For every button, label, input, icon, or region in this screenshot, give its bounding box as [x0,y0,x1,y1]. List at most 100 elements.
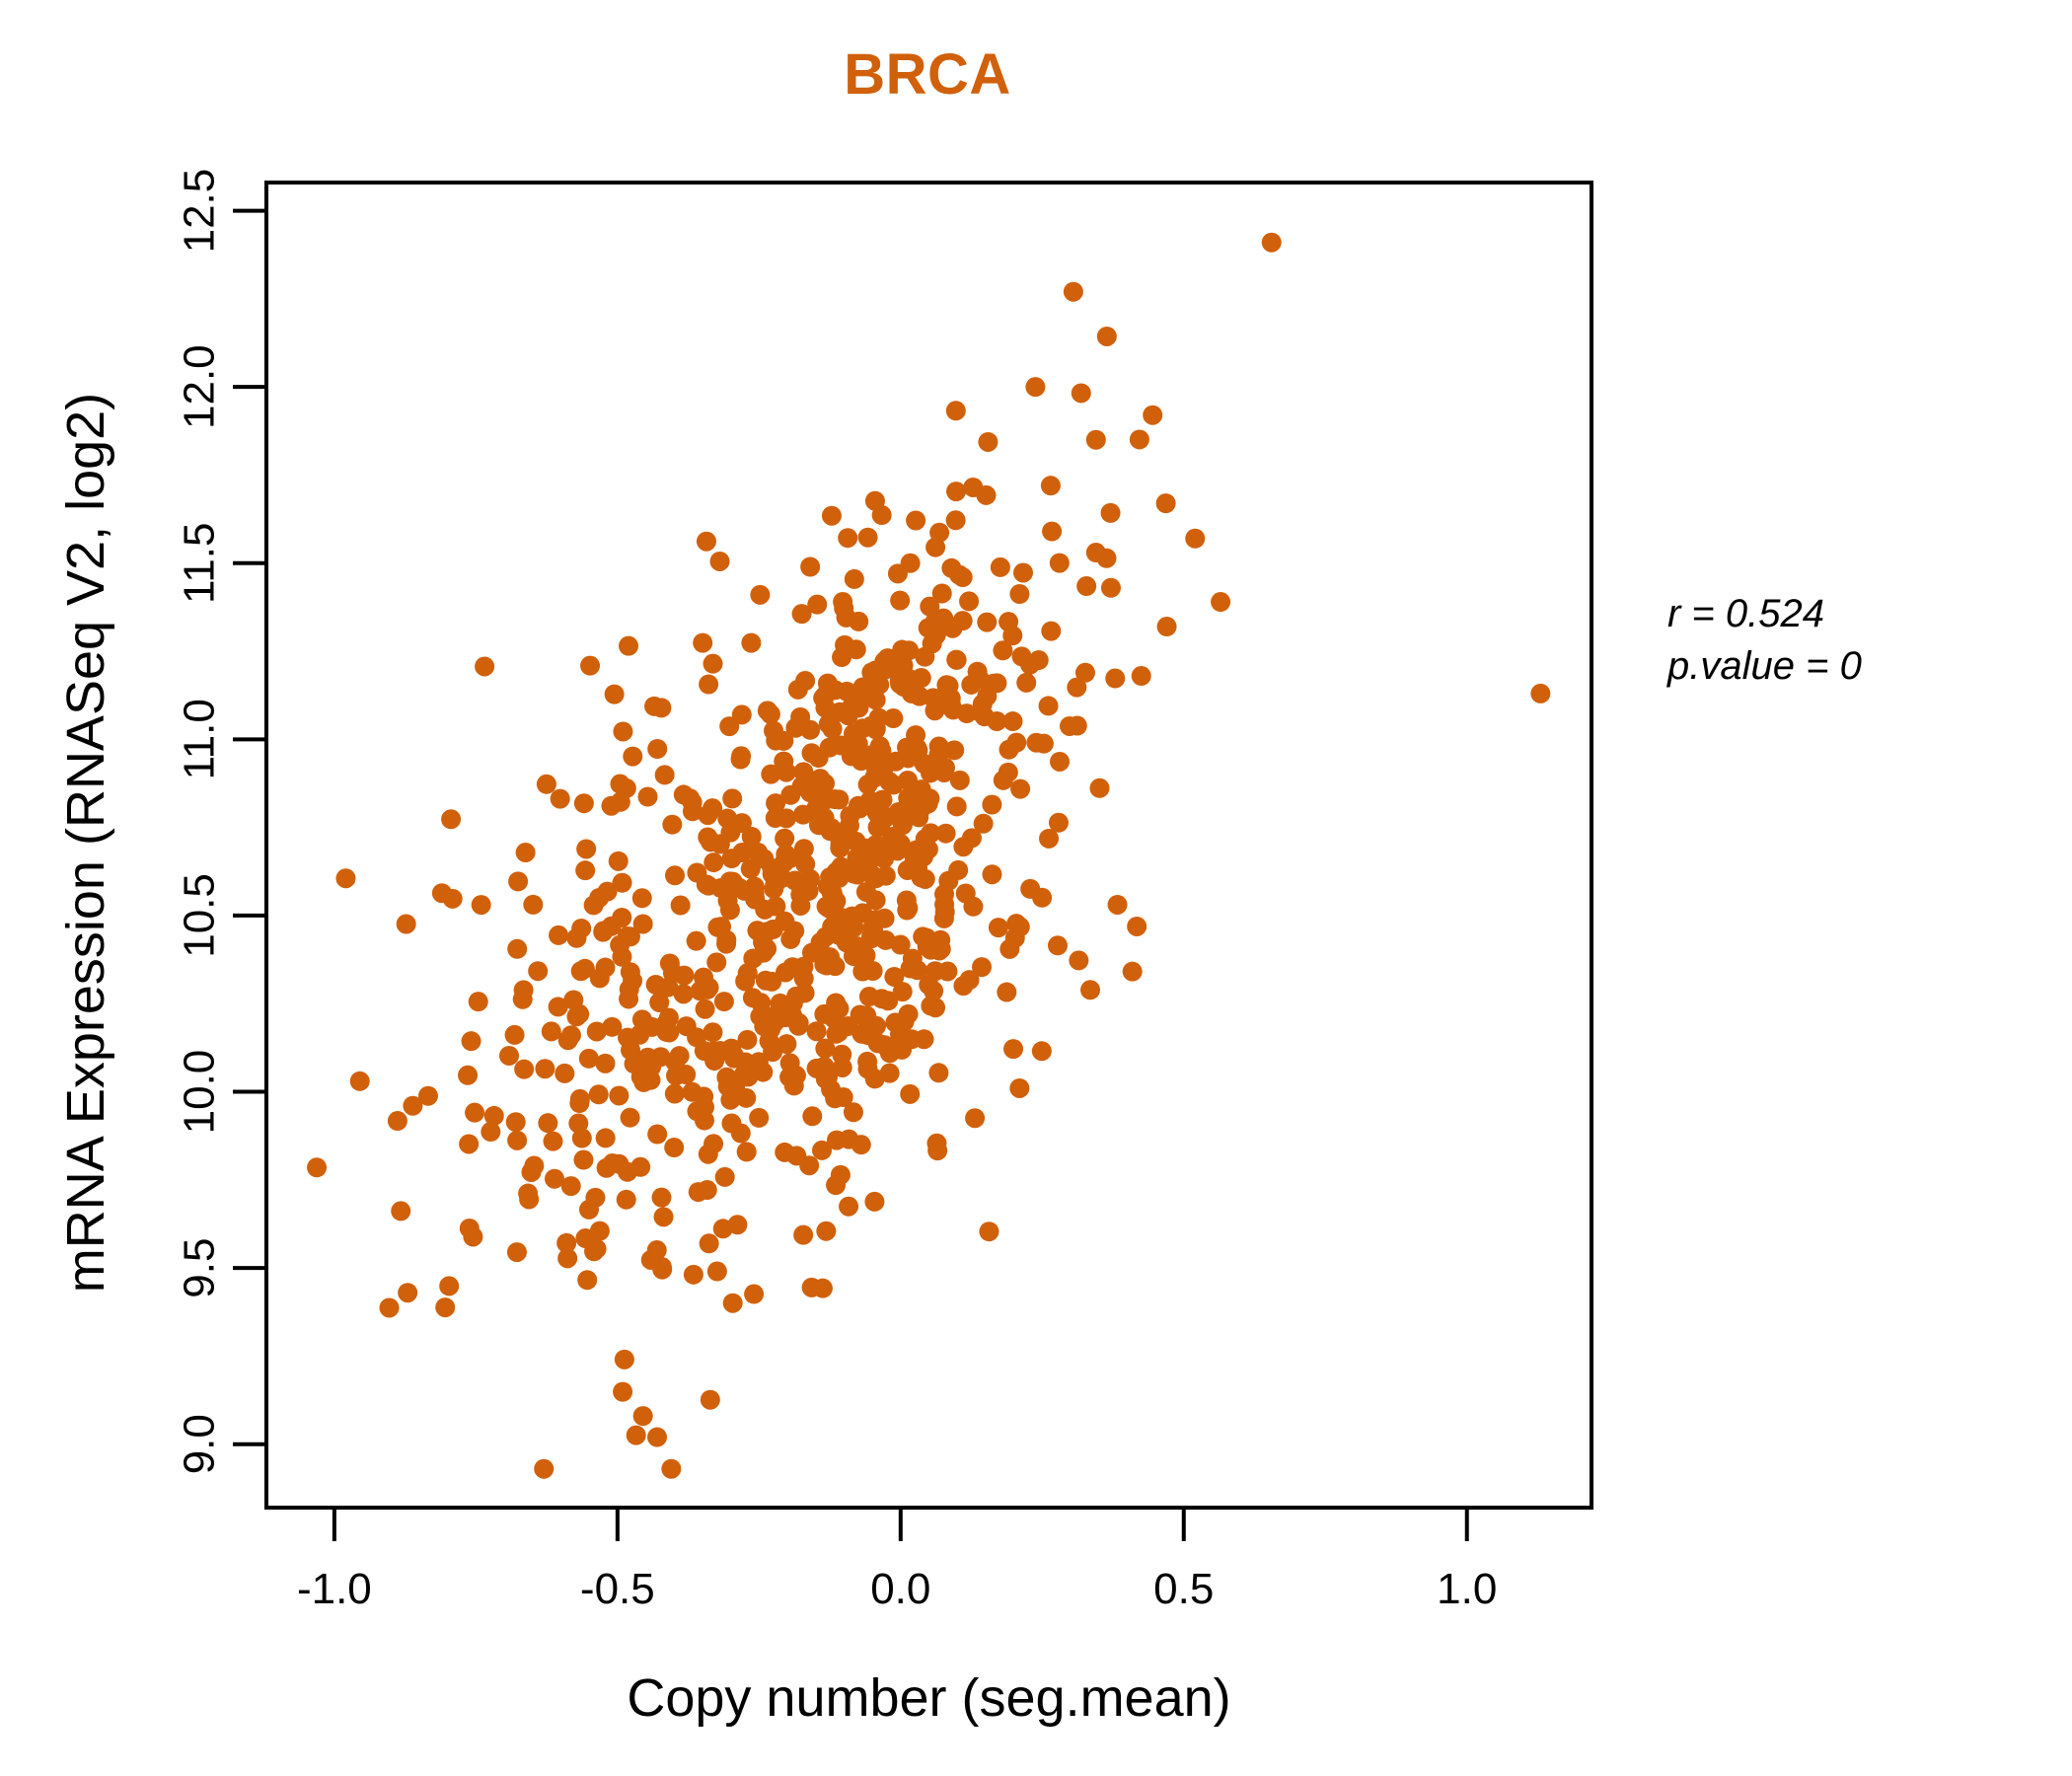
data-point [608,851,629,871]
data-point [793,804,813,825]
data-point [534,1458,555,1479]
data-point [938,870,959,891]
data-point [940,694,961,714]
data-point [867,817,888,838]
data-point [722,1293,743,1313]
x-tick-label: 1.0 [1437,1565,1497,1613]
data-point [731,704,752,725]
x-tick-label: 0.0 [870,1565,930,1613]
data-point [794,983,815,1003]
data-point [515,843,536,863]
data-point [868,749,889,770]
data-point [774,730,794,751]
page-title: BRCA [844,42,1011,107]
data-point [727,1215,748,1235]
data-point [523,894,544,915]
data-point [507,938,528,959]
data-point [578,1048,599,1069]
data-point [819,737,840,758]
data-point [838,528,858,549]
data-point [814,954,835,975]
data-point [743,948,764,969]
data-point [458,1065,479,1085]
data-point [736,1142,757,1162]
data-point [632,1406,653,1427]
data-point [914,1029,934,1050]
data-point [461,1031,481,1052]
data-point [574,958,595,979]
data-point [544,1168,564,1189]
data-point [379,1297,400,1318]
data-point [898,787,919,808]
data-point [963,896,984,917]
data-point [1085,429,1106,450]
data-point [439,1276,460,1296]
data-point [550,788,570,809]
data-point [1063,281,1083,302]
correlation-coefficient: r = 0.524 [1667,592,1825,635]
data-point [1031,1041,1052,1062]
data-point [1185,528,1206,549]
data-point [626,1425,646,1445]
data-point [878,991,899,1011]
data-point [595,1128,616,1148]
data-point [1041,621,1062,641]
y-tick-label: 11.5 [176,523,224,604]
data-point [908,858,928,879]
data-point [839,1196,859,1217]
data-point [977,612,998,632]
data-point [920,788,940,809]
plot-frame [264,181,1593,1510]
data-point [816,1221,837,1241]
data-point [665,1052,686,1073]
data-point [900,553,921,573]
data-point [755,970,776,991]
data-point [945,401,966,421]
data-point [979,1221,999,1242]
data-point [504,1024,525,1045]
data-point [844,568,864,589]
data-point [602,1016,623,1037]
data-point [514,1059,535,1079]
data-point [815,698,836,718]
data-point [929,611,950,631]
data-point [748,843,769,863]
data-point [651,1256,672,1277]
data-point [651,1187,672,1208]
data-point [568,1113,589,1134]
data-point [1050,751,1070,772]
data-point [604,684,625,704]
data-point [898,748,919,769]
data-point [1096,326,1117,346]
data-point [609,1085,629,1106]
y-tick-label: 10.0 [176,1050,224,1135]
y-tick-label: 9.5 [176,1238,224,1298]
data-point [396,914,416,934]
data-point [1105,668,1126,689]
data-point [391,1201,411,1221]
data-point [818,713,839,734]
data-point [573,1149,594,1170]
data-point [649,992,670,1012]
x-axis-title: Copy number (seg.mean) [627,1668,1231,1728]
data-point [1089,777,1110,798]
data-point [435,1297,456,1318]
data-point [577,1270,598,1291]
data-point [1100,502,1121,523]
data-point [775,1142,795,1162]
data-point [704,1051,725,1072]
data-point [852,745,873,766]
data-point [506,1242,527,1263]
data-point [619,635,639,656]
data-point [471,895,491,916]
data-point [742,988,763,1008]
data-point [814,808,835,829]
data-point [654,765,675,785]
data-point [536,774,556,794]
data-point [699,674,719,695]
data-point [1038,696,1059,716]
data-point [776,762,796,782]
data-point [890,590,911,611]
p-value: p.value = 0 [1667,643,1862,688]
